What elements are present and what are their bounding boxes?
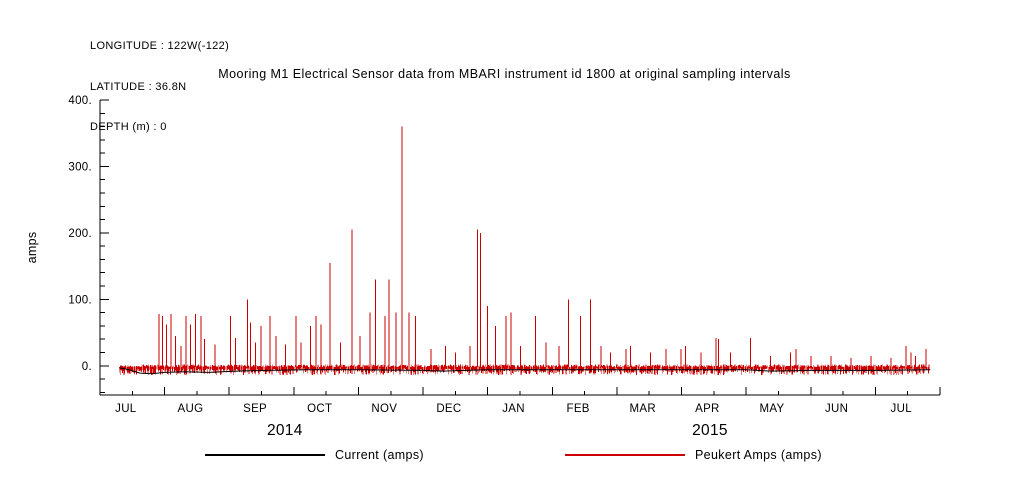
svg-text:200.: 200. xyxy=(68,228,92,240)
svg-text:JUL: JUL xyxy=(115,403,137,415)
svg-text:2015: 2015 xyxy=(692,422,728,439)
latitude-label: LATITUDE : 36.8N xyxy=(90,80,187,93)
legend-line-current xyxy=(205,454,325,456)
legend-label-current: Current (amps) xyxy=(335,448,424,462)
svg-text:0.: 0. xyxy=(82,361,92,373)
svg-text:DEC: DEC xyxy=(436,403,461,415)
svg-text:MAR: MAR xyxy=(630,403,656,415)
svg-text:JUL: JUL xyxy=(891,403,913,415)
svg-text:JUN: JUN xyxy=(825,403,848,415)
chart-title: Mooring M1 Electrical Sensor data from M… xyxy=(218,67,791,81)
svg-text:400.: 400. xyxy=(68,95,92,107)
svg-text:OCT: OCT xyxy=(307,403,332,415)
longitude-label: LONGITUDE : 122W(-122) xyxy=(90,40,230,52)
svg-text:2014: 2014 xyxy=(267,422,303,439)
svg-text:100.: 100. xyxy=(68,294,92,306)
svg-text:AUG: AUG xyxy=(178,403,204,415)
svg-text:SEP: SEP xyxy=(243,403,267,415)
svg-text:NOV: NOV xyxy=(371,403,397,415)
svg-text:amps: amps xyxy=(25,232,39,264)
svg-text:MAY: MAY xyxy=(760,403,785,415)
legend-item-current: Current (amps) xyxy=(205,448,424,462)
legend-item-peukert: Peukert Amps (amps) xyxy=(565,448,822,462)
svg-text:APR: APR xyxy=(695,403,720,415)
legend-label-peukert: Peukert Amps (amps) xyxy=(695,448,822,462)
legend-line-peukert xyxy=(565,454,685,456)
svg-text:FEB: FEB xyxy=(567,403,590,415)
svg-text:JAN: JAN xyxy=(502,403,525,415)
svg-text:300.: 300. xyxy=(68,161,92,173)
